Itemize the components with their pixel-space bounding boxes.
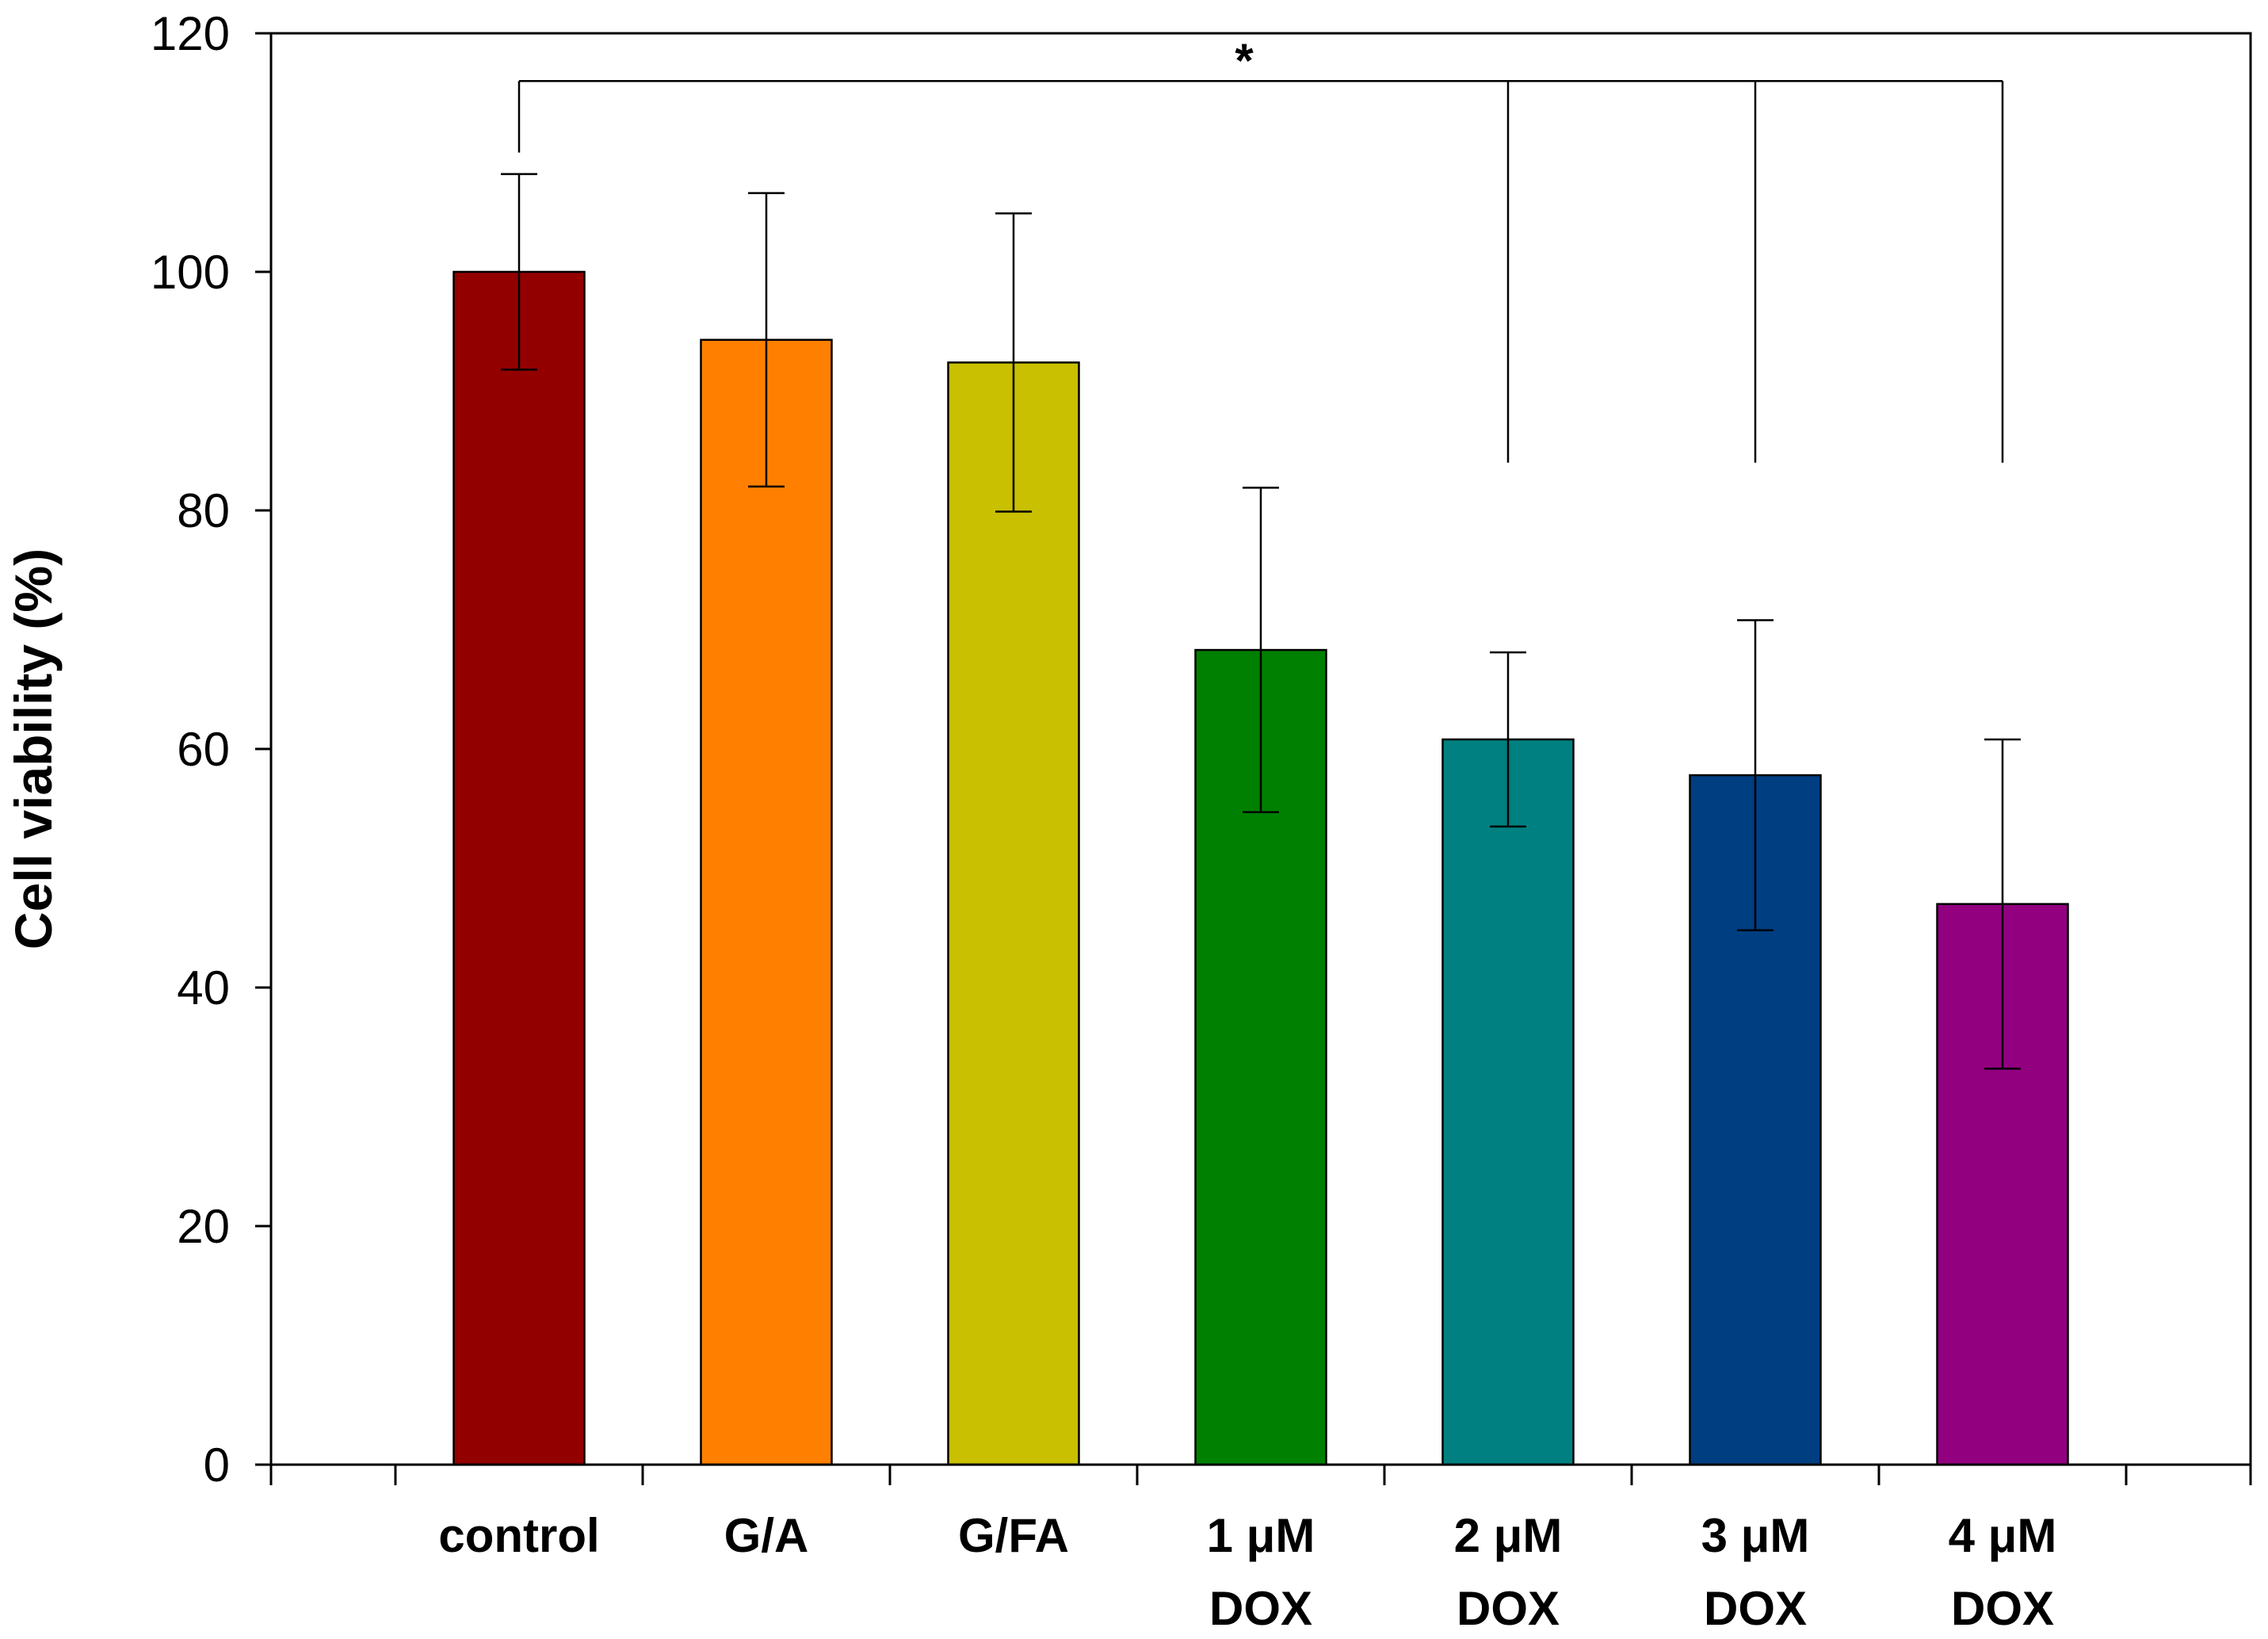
- y-tick-label-3: 60: [177, 723, 230, 776]
- y-tick-label-1: 20: [177, 1200, 230, 1253]
- y-tick-label-4: 80: [177, 484, 230, 537]
- bar-2: [947, 361, 1080, 1466]
- x-tick-label-3-1: DOX: [1209, 1582, 1312, 1635]
- x-tick-label-4-0: 2 μM: [1454, 1509, 1563, 1562]
- y-tick-label-2: 40: [177, 961, 230, 1014]
- y-tick-label-0: 0: [204, 1438, 230, 1492]
- bar-0: [452, 270, 586, 1466]
- x-tick-label-6-0: 4 μM: [1949, 1509, 2057, 1562]
- y-axis-label: Cell viability (%): [4, 548, 63, 949]
- x-tick-label-4-1: DOX: [1457, 1582, 1560, 1635]
- y-tick-label-5: 100: [151, 246, 230, 299]
- error-bars: [501, 173, 2021, 1070]
- y-ticks: 0 20 40 60 80 100 120: [151, 7, 271, 1492]
- bar-4: [1441, 738, 1575, 1466]
- y-tick-label-6: 120: [151, 7, 230, 60]
- x-tick-label-5-0: 3 μM: [1701, 1509, 1810, 1562]
- x-ticks: control G/A G/FA 1 μM DOX 2 μM DOX 3 μM DOX 4 μM D…: [269, 1465, 2252, 1635]
- x-tick-label-6-1: DOX: [1951, 1582, 2054, 1635]
- x-tick-label-1-0: G/A: [724, 1509, 809, 1562]
- x-tick-label-3-0: 1 μM: [1207, 1509, 1315, 1562]
- x-tick-label-5-1: DOX: [1704, 1582, 1807, 1635]
- significance-bracket: *: [517, 34, 2004, 463]
- x-tick-label-0-0: control: [438, 1509, 599, 1562]
- significance-asterisk: *: [1235, 34, 1254, 87]
- x-tick-label-2-0: G/FA: [958, 1509, 1069, 1562]
- bar-1: [700, 338, 833, 1466]
